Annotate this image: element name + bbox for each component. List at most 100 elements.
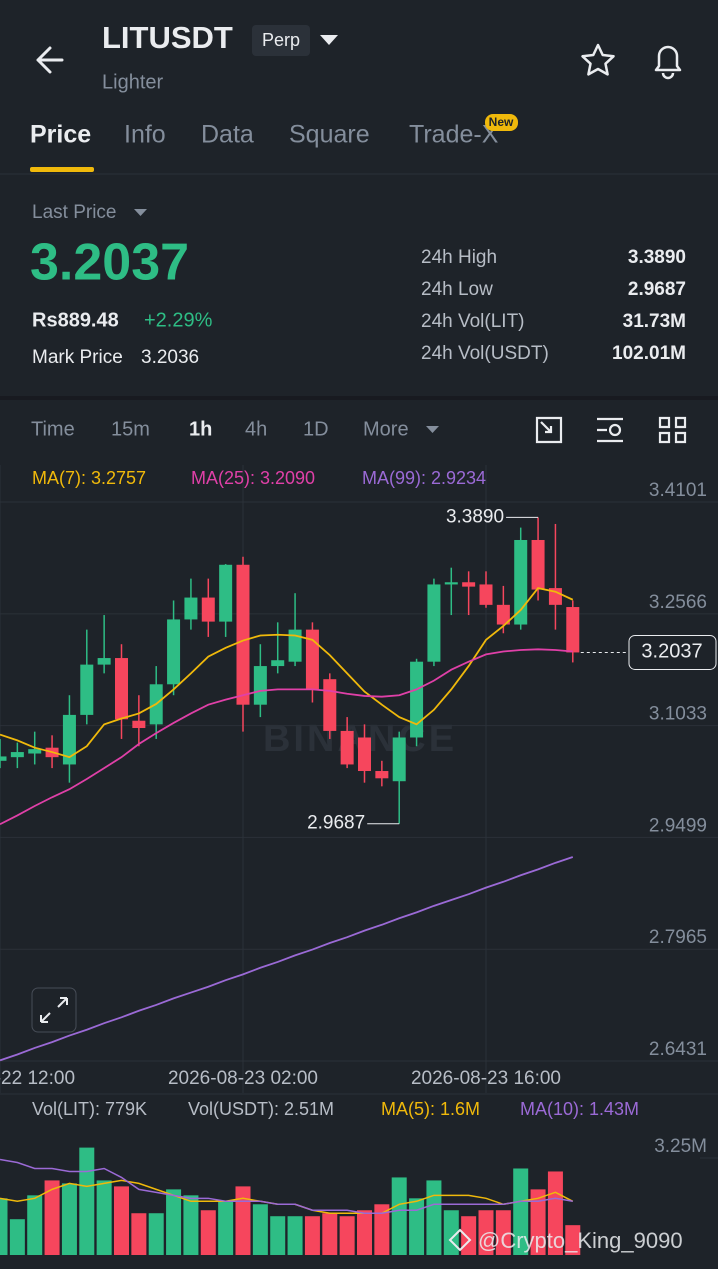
indicator-button[interactable] bbox=[535, 416, 563, 444]
volume-bar bbox=[374, 1204, 390, 1255]
stat-value: 2.9687 bbox=[628, 279, 686, 300]
layout-button[interactable] bbox=[658, 416, 687, 444]
volume-bar bbox=[339, 1216, 355, 1255]
symbol: LITUSDT bbox=[102, 20, 233, 55]
candle-body bbox=[444, 582, 458, 585]
stat-value: 31.73M bbox=[623, 311, 686, 332]
x-tick-label: 2026-08-22 12:00 bbox=[0, 1068, 75, 1089]
candle-body bbox=[184, 597, 198, 620]
volume-bar bbox=[409, 1198, 425, 1255]
volume-bar bbox=[391, 1177, 407, 1255]
high-label: 3.3890 bbox=[446, 506, 504, 527]
tab[interactable]: Price bbox=[30, 121, 91, 149]
interval[interactable]: 15m bbox=[111, 418, 150, 440]
mark-price: 3.2036 bbox=[141, 347, 199, 368]
volume-bar bbox=[304, 1216, 320, 1255]
y-tick-label: 3.2566 bbox=[649, 592, 707, 613]
y-tick-label: 2.7965 bbox=[649, 927, 707, 948]
candle-body bbox=[80, 664, 94, 715]
dropdown[interactable] bbox=[134, 209, 147, 216]
ma-line bbox=[0, 856, 574, 1062]
candle-body bbox=[236, 564, 250, 705]
volume-bar bbox=[478, 1210, 494, 1255]
settings-button[interactable] bbox=[597, 417, 623, 443]
y-tick-label: 3.1033 bbox=[649, 704, 707, 725]
interval[interactable]: Time bbox=[31, 418, 75, 440]
interval[interactable]: 4h bbox=[245, 418, 267, 440]
volume-bar bbox=[200, 1210, 216, 1255]
tab[interactable]: Square bbox=[289, 121, 370, 149]
candle-body bbox=[358, 737, 371, 772]
volume-bar bbox=[96, 1180, 112, 1255]
volume-label: Vol(LIT): 779K bbox=[32, 1099, 147, 1119]
candle-body bbox=[340, 730, 354, 765]
volume-bar bbox=[357, 1210, 372, 1255]
candle-body bbox=[288, 629, 302, 662]
change: +2.29% bbox=[144, 309, 213, 331]
new-badge: New bbox=[489, 115, 514, 129]
perp-badge: Perp bbox=[262, 30, 300, 50]
tab[interactable]: Info bbox=[124, 121, 166, 149]
volume-bar bbox=[79, 1147, 95, 1255]
candle-body bbox=[97, 658, 111, 665]
volume-bar bbox=[513, 1168, 529, 1255]
legend-entry: MA(7): 3.2757 bbox=[32, 468, 146, 488]
volume-bar bbox=[461, 1216, 477, 1255]
candle-body bbox=[479, 584, 493, 605]
candle-body bbox=[132, 720, 146, 729]
volume-bar bbox=[547, 1171, 563, 1255]
stat-label: 24h Low bbox=[421, 279, 493, 300]
new-badge-bg bbox=[485, 114, 518, 131]
legend-entry: MA(5): 1.6M bbox=[381, 1099, 480, 1119]
candle-body bbox=[462, 582, 476, 587]
divider bbox=[0, 396, 718, 400]
price-chart: BINANCE3.41013.25663.10332.94992.79652.6… bbox=[0, 465, 718, 1255]
y-tick-label: 2.9499 bbox=[649, 815, 707, 836]
volume-bar bbox=[148, 1213, 164, 1255]
interval[interactable]: More bbox=[363, 418, 409, 440]
ma-line bbox=[0, 648, 573, 826]
back-button[interactable] bbox=[36, 46, 64, 74]
last-price-label: Last Price bbox=[32, 202, 116, 223]
candle-body bbox=[514, 539, 528, 625]
interval[interactable]: 1h bbox=[189, 418, 212, 440]
ma-line bbox=[0, 587, 574, 759]
candle-body bbox=[201, 597, 215, 622]
last-price: 3.2037 bbox=[30, 234, 189, 292]
legend-entry: MA(99): 2.9234 bbox=[362, 468, 486, 488]
volume-bar bbox=[565, 1225, 581, 1255]
symbol-dropdown[interactable] bbox=[320, 35, 338, 45]
volume-bar bbox=[218, 1201, 234, 1255]
volume-bar bbox=[9, 1219, 25, 1255]
volume-bar bbox=[235, 1186, 251, 1255]
tab[interactable]: Data bbox=[201, 121, 254, 149]
alerts[interactable] bbox=[654, 45, 682, 80]
candle-body bbox=[62, 714, 76, 765]
volume-bar bbox=[0, 1198, 8, 1255]
y-tick-label: 2.6431 bbox=[649, 1039, 707, 1060]
volume-bar bbox=[131, 1213, 147, 1255]
x-tick-label: 2026-08-23 02:00 bbox=[168, 1068, 318, 1089]
volume-ma-line bbox=[0, 1158, 573, 1214]
venue: Lighter bbox=[102, 71, 163, 93]
candle-body bbox=[115, 658, 128, 720]
volume-bar bbox=[27, 1195, 43, 1255]
candle-body bbox=[392, 737, 406, 782]
expand-button[interactable] bbox=[31, 987, 77, 1033]
chart-tools bbox=[535, 416, 687, 444]
expand-icon bbox=[40, 997, 68, 1023]
legend-entry: MA(25): 3.2090 bbox=[191, 468, 315, 488]
candle-body bbox=[10, 752, 24, 758]
legend-entry: MA(10): 1.43M bbox=[520, 1099, 639, 1119]
interval[interactable]: 1D bbox=[303, 418, 329, 440]
volume-bar bbox=[495, 1210, 511, 1255]
dropdown[interactable] bbox=[426, 426, 439, 433]
favorite[interactable] bbox=[581, 43, 615, 76]
candle-body bbox=[427, 584, 441, 662]
tab[interactable]: Trade-X bbox=[409, 121, 499, 149]
candle-body bbox=[28, 749, 42, 754]
candle-body bbox=[566, 607, 580, 653]
stat-label: 24h Vol(LIT) bbox=[421, 311, 525, 332]
